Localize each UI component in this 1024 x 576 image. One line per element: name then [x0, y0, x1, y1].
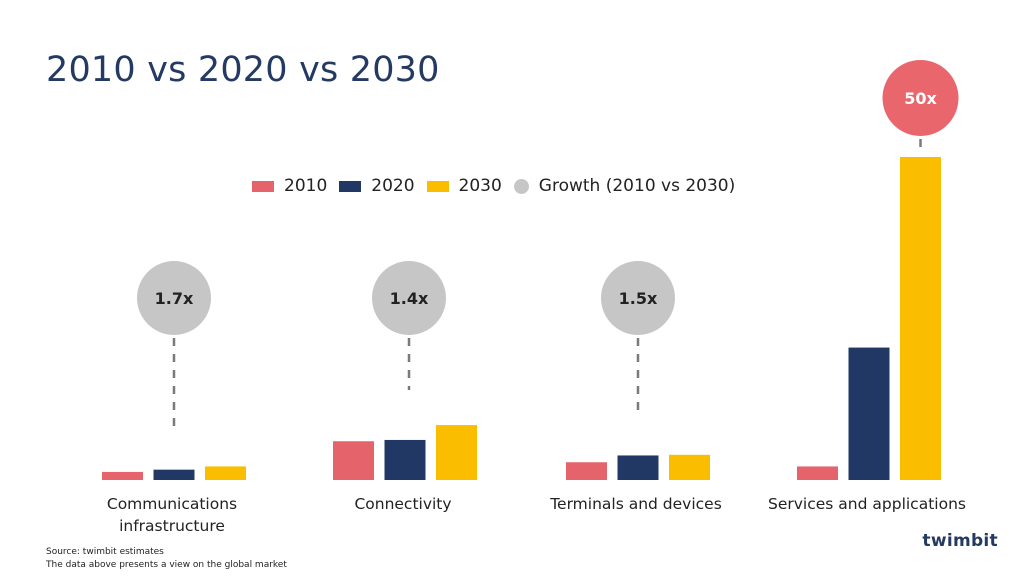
- category-label-terminals-and-devices: Terminals and devices: [549, 495, 722, 513]
- source-text: Source: twimbit estimates: [46, 547, 164, 557]
- bar-services-and-applications-2010: [797, 466, 838, 480]
- legend-item-2010: 2010: [252, 176, 327, 196]
- growth-bubble-communications-infrastructure: [137, 261, 211, 335]
- bar-communications-infrastructure-2020: [153, 469, 195, 480]
- page-title: 2010 vs 2020 vs 2030: [46, 50, 440, 90]
- bar-services-and-applications-2020: [848, 347, 890, 480]
- category-label-services-and-applications: Services and applications: [768, 495, 966, 513]
- legend-label-growth: Growth (2010 vs 2030): [538, 176, 736, 196]
- bar-communications-infrastructure-2010: [102, 471, 143, 480]
- bar-connectivity-2030: [436, 425, 477, 480]
- legend-swatch-2010: [252, 180, 274, 192]
- bar-terminals-and-devices-2030: [669, 454, 710, 480]
- growth-label-services-and-applications: 50x: [904, 89, 937, 108]
- growth-label-terminals-and-devices: 1.5x: [619, 289, 658, 308]
- category-label-communications-infrastructure-line1: Communications: [107, 495, 237, 513]
- bar-connectivity-2010: [333, 441, 374, 480]
- legend-item-2020: 2020: [339, 176, 415, 196]
- legend-label-2030: 2030: [458, 176, 502, 196]
- disclaimer-text: The data above presents a view on the gl…: [46, 560, 287, 570]
- bar-terminals-and-devices-2020: [617, 455, 659, 480]
- growth-bubble-terminals-and-devices: [601, 261, 675, 335]
- growth-bubble-services-and-applications: [882, 60, 959, 136]
- growth-label-communications-infrastructure: 1.7x: [155, 289, 194, 308]
- bar-communications-infrastructure-2030: [205, 466, 246, 480]
- category-label-connectivity: Connectivity: [354, 495, 451, 513]
- legend-label-2010: 2010: [284, 176, 328, 196]
- legend-label-2020: 2020: [371, 176, 415, 196]
- legend-swatch-2030: [426, 180, 449, 192]
- chart-legend: 2010 2020 2030 Growth (2010 vs 2030): [252, 174, 747, 198]
- growth-bubble-connectivity: [372, 261, 446, 335]
- bar-services-and-applications-2030: [900, 157, 941, 480]
- brand-logo: twimbit: [922, 531, 998, 551]
- category-label-communications-infrastructure-line2: infrastructure: [119, 517, 225, 535]
- bar-terminals-and-devices-2010: [566, 462, 607, 480]
- legend-item-growth: Growth (2010 vs 2030): [513, 176, 736, 196]
- bar-connectivity-2020: [384, 439, 426, 480]
- source-note: Source: twimbit estimates The data above…: [46, 546, 287, 572]
- growth-label-connectivity: 1.4x: [390, 289, 429, 308]
- legend-item-2030: 2030: [426, 176, 502, 196]
- legend-swatch-2020: [339, 180, 362, 192]
- legend-dot-growth: [513, 178, 529, 194]
